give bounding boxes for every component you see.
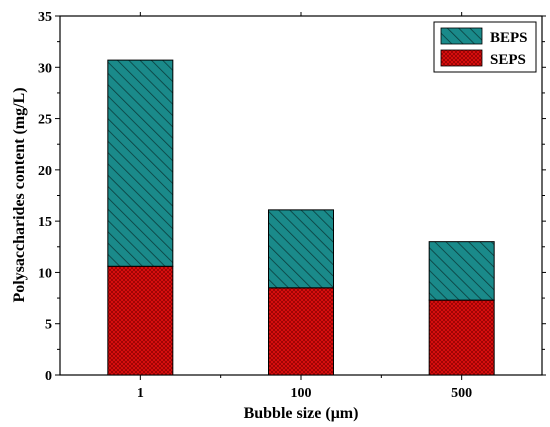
legend-label-beps: BEPS [490, 30, 528, 46]
bar-seps-1 [107, 265, 174, 376]
bar-beps-100 [268, 209, 334, 289]
bar-group [107, 59, 495, 376]
bar-beps-500 [428, 241, 495, 301]
legend: BEPS SEPS [433, 21, 537, 73]
legend-swatch-beps [440, 27, 483, 45]
y-tick-label: 15 [38, 215, 52, 230]
y-tick-label: 25 [38, 113, 52, 128]
y-tick-label: 5 [45, 318, 52, 333]
bar-seps-100 [268, 287, 334, 376]
y-axis-ticks: 0 5 10 15 20 25 30 35 [38, 10, 546, 384]
y-tick-label: 10 [38, 266, 52, 281]
legend-label-seps: SEPS [490, 52, 526, 68]
x-tick-label: 1 [137, 386, 144, 401]
bar-beps-1 [107, 59, 174, 267]
y-tick-label: 20 [38, 164, 52, 179]
legend-swatch-seps [440, 49, 483, 67]
y-tick-label: 30 [38, 61, 52, 76]
y-tick-label: 35 [38, 10, 52, 25]
x-axis-title: Bubble size (μm) [244, 405, 359, 422]
y-tick-label: 0 [45, 369, 52, 384]
x-tick-label: 100 [291, 386, 312, 401]
y-axis-title: Polysaccharides content (mg/L) [11, 87, 28, 302]
bar-seps-500 [428, 299, 495, 376]
x-axis-ticks: 1 100 500 [137, 12, 472, 401]
x-tick-label: 500 [451, 386, 472, 401]
